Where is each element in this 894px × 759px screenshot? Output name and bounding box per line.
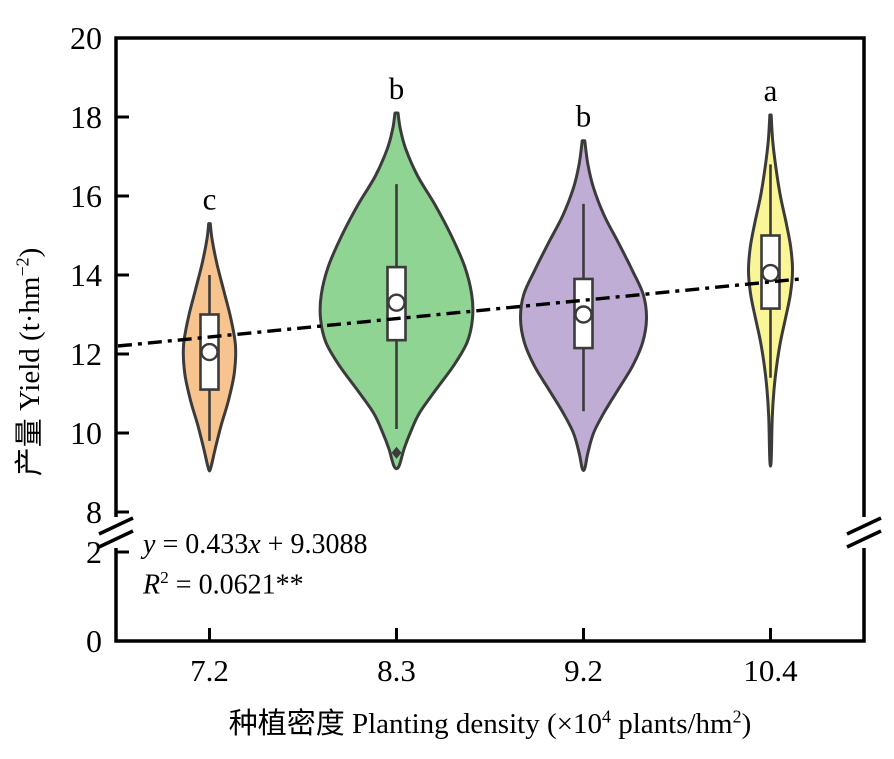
- regression-r2-line: R2 = 0.0621**: [143, 561, 367, 601]
- mean-marker-9.2: [574, 305, 593, 324]
- y-tick-label-20: 20: [70, 20, 102, 56]
- eq-slope: = 0.433: [155, 529, 249, 560]
- y-tick-label-8: 8: [86, 494, 102, 530]
- mean-marker-8.3: [387, 293, 406, 312]
- trend-line: [117, 277, 801, 348]
- axis-break-slash1-right: [846, 516, 882, 536]
- axis-break-slash2-right: [846, 529, 882, 549]
- regression-equation-line: y = 0.433x + 9.3088: [143, 528, 367, 561]
- mean-marker-7.2: [200, 342, 219, 362]
- x-title-close: ): [741, 708, 752, 740]
- y-title-superscript: −2: [12, 257, 33, 277]
- y-tick-label-0: 0: [86, 623, 102, 659]
- x-title-text: 种植密度 Planting density (×10: [228, 708, 602, 740]
- axis-break-gap-left: [113, 517, 119, 548]
- y-title-text: 产量 Yield (t·hm: [14, 276, 46, 477]
- y-axis-title: 产量 Yield (t·hm−2): [6, 248, 48, 477]
- y-tick-label-16: 16: [70, 178, 102, 214]
- y-tick-label-10: 10: [70, 415, 102, 451]
- outlier-diamond-8.3: [391, 446, 402, 459]
- eq-var-r: R: [143, 569, 161, 601]
- x-tick-label-8.3: 8.3: [377, 653, 416, 688]
- x-title-mid: plants/hm: [610, 708, 733, 740]
- eq-var-x: x: [248, 529, 261, 560]
- axis-break-slash2-left: [98, 529, 134, 549]
- y-tick-label-12: 12: [70, 336, 102, 372]
- eq-r-superscript: 2: [160, 568, 169, 587]
- axis-break-gap-right: [861, 517, 867, 548]
- x-title-superscript-2: 2: [732, 706, 742, 727]
- y-title-close: ): [14, 247, 46, 258]
- x-axis-title: 种植密度 Planting density (×104 plants/hm2): [90, 700, 890, 742]
- mean-marker-10.4: [761, 263, 780, 283]
- eq-r2-value: = 0.0621**: [168, 569, 304, 601]
- x-tick-label-7.2: 7.2: [190, 653, 229, 688]
- sig-letter-7.2: c: [203, 182, 217, 217]
- eq-var-y: y: [143, 529, 156, 560]
- eq-intercept: + 9.3088: [260, 529, 368, 560]
- x-tick-label-9.2: 9.2: [564, 653, 603, 688]
- y-tick-label-2: 2: [86, 534, 102, 570]
- x-tick-label-10.4: 10.4: [743, 653, 798, 688]
- y-tick-label-14: 14: [70, 257, 102, 293]
- axis-break-slash1-left: [98, 516, 134, 536]
- sig-letter-10.4: a: [764, 73, 778, 108]
- sig-letter-8.3: b: [389, 71, 405, 106]
- regression-annotation: y = 0.433x + 9.3088 R2 = 0.0621**: [143, 528, 367, 601]
- axis-frame: [114, 36, 866, 643]
- sig-letter-9.2: b: [576, 99, 592, 134]
- x-title-superscript-4: 4: [601, 706, 611, 727]
- y-tick-label-18: 18: [70, 99, 102, 135]
